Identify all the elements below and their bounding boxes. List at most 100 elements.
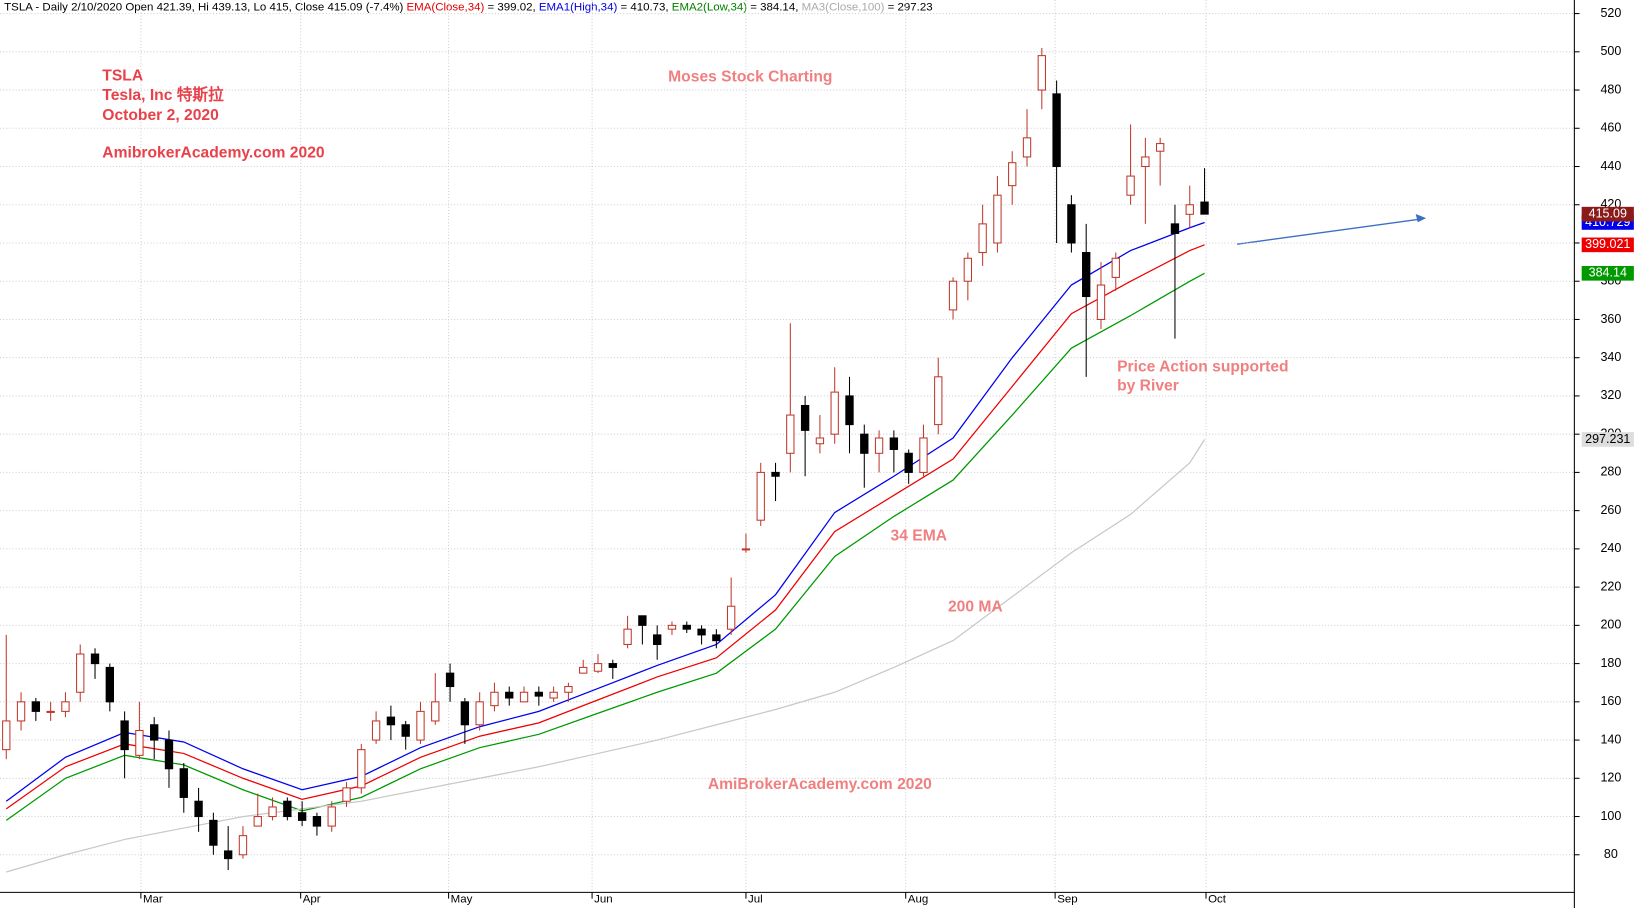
x-tick-label: Jun [594, 894, 613, 906]
candle-body [1037, 55, 1046, 91]
candle-body [934, 376, 943, 426]
candle-body [401, 724, 410, 737]
value-label: 297.231 [1585, 432, 1630, 446]
header-part: = 297.23 [884, 1, 932, 13]
candle-body [16, 701, 26, 722]
annotation: 200 MA [948, 599, 1003, 616]
y-tick-label: 360 [1600, 312, 1621, 326]
candle-body [534, 691, 544, 697]
y-tick-label: 180 [1600, 656, 1621, 670]
candle-body [475, 701, 484, 726]
candle-body [653, 634, 662, 645]
x-tick-label: Mar [143, 894, 163, 906]
header-part: EMA2(Low,34) [672, 1, 747, 13]
header-part: EMA1(High,34) [539, 1, 618, 13]
y-tick-label: 260 [1600, 503, 1621, 517]
y-tick-label: 240 [1600, 541, 1621, 555]
y-tick-label: 460 [1600, 121, 1621, 135]
y-tick-label: 80 [1604, 847, 1618, 861]
y-tick-label: 140 [1600, 732, 1621, 746]
candle-body [490, 691, 499, 707]
candle-body [505, 691, 514, 699]
candle-body [948, 280, 958, 311]
value-label: 415.09 [1589, 206, 1627, 220]
candle-body [194, 800, 203, 818]
indicator-line [5, 244, 1205, 810]
candle-body [209, 819, 218, 846]
candle-body [164, 739, 174, 770]
value-label-box [1581, 432, 1634, 447]
candle-body [608, 663, 617, 668]
y-tick-label: 200 [1600, 618, 1621, 632]
candle-body [549, 691, 558, 699]
y-tick-label: 440 [1600, 159, 1621, 173]
candle-body [90, 653, 100, 665]
candle-body [253, 816, 262, 827]
candle-body [860, 433, 869, 454]
candle-body [105, 666, 114, 703]
candle-body [357, 749, 366, 789]
x-tick-label: Apr [303, 894, 321, 906]
candle-body [786, 414, 795, 454]
candle-body [283, 800, 292, 818]
value-label-box [1581, 206, 1634, 222]
candle-body [223, 850, 233, 860]
x-tick-label: Jul [748, 894, 763, 906]
candle-body [667, 624, 677, 630]
annotation: by River [1117, 377, 1179, 394]
header-part: MA3(Close,100) [802, 1, 885, 13]
candle-body [1052, 93, 1061, 168]
annotation: 34 EMA [891, 528, 948, 545]
candle-body [682, 624, 691, 630]
y-tick-label: 160 [1600, 694, 1621, 708]
annotation: AmibrokerAcademy.com 2020 [102, 145, 325, 162]
y-tick-label: 320 [1600, 388, 1621, 402]
header-part: TSLA - Daily 2/10/2020 Open 421.39, Hi 4… [4, 1, 406, 13]
header: TSLA - Daily 2/10/2020 Open 421.39, Hi 4… [4, 1, 932, 13]
candle-body [593, 663, 603, 672]
value-label: 399.021 [1585, 237, 1630, 251]
candle-body [756, 471, 765, 521]
candle-body [845, 395, 854, 426]
x-tick-label: May [451, 894, 473, 906]
candle-body [135, 729, 144, 756]
candle-body [579, 666, 588, 674]
candle-body [963, 257, 973, 282]
arrow-head [1415, 213, 1427, 223]
candle-body [1022, 137, 1032, 158]
candle-body [726, 605, 736, 630]
candle-body [638, 615, 647, 626]
candle-body [342, 787, 351, 802]
candle-body [371, 720, 381, 741]
candle-body [1200, 201, 1209, 215]
candle-body [697, 628, 706, 636]
candle-body [431, 701, 440, 722]
candle-body [1008, 162, 1017, 187]
candle-body [623, 628, 632, 645]
y-tick-label: 480 [1600, 82, 1621, 96]
candle-body [179, 768, 188, 798]
candle-body [993, 194, 1002, 244]
header-part: = 384.14, [747, 1, 802, 13]
annotation: October 2, 2020 [102, 107, 219, 124]
candle-body [2, 720, 11, 751]
candle-body [120, 720, 129, 751]
indicator-line [5, 221, 1205, 802]
candle-body [268, 806, 277, 818]
arrow [1237, 218, 1420, 245]
candle-body [771, 471, 780, 477]
annotation: TSLA [102, 67, 143, 84]
candle-body [386, 716, 396, 726]
candle-body [327, 806, 336, 827]
candle-body [1126, 175, 1135, 196]
x-tick-label: Sep [1057, 894, 1077, 906]
candle-body [297, 812, 307, 821]
candle-body [1141, 156, 1150, 168]
value-label-box [1581, 266, 1634, 281]
candle-body [31, 701, 41, 712]
y-tick-label: 280 [1600, 465, 1621, 479]
candle-body [1185, 204, 1194, 215]
candle-body [1170, 223, 1180, 234]
